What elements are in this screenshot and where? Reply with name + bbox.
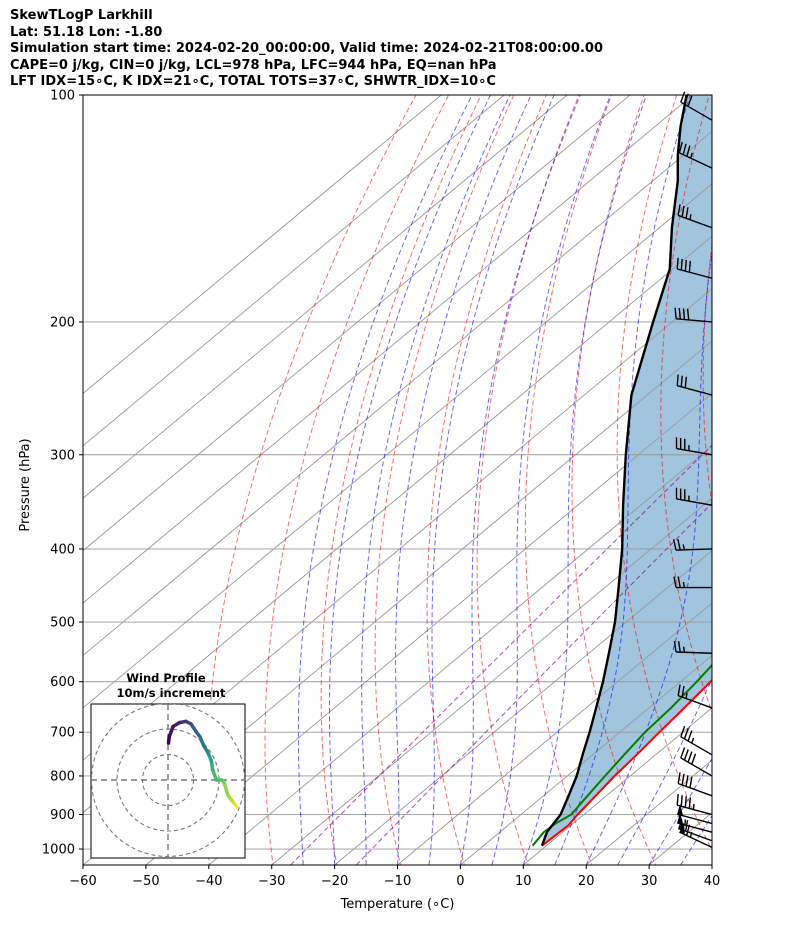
wind-barb <box>677 803 713 825</box>
x-tick-label: 0 <box>456 874 464 889</box>
y-tick-label: 700 <box>50 726 75 741</box>
dry-adiabat <box>426 95 547 865</box>
wind-barb <box>680 91 713 121</box>
dry-adiabat <box>571 95 657 865</box>
wind-profile-subtitle: 10m/s increment <box>117 686 226 700</box>
moist-adiabat <box>522 95 647 865</box>
temperature-line <box>541 678 712 847</box>
chart-title: SkewTLogP Larkhill <box>10 8 153 23</box>
isotherm-line <box>145 392 712 865</box>
wind-barb <box>675 487 713 506</box>
wind-barb <box>680 747 713 777</box>
moist-adiabat <box>428 95 555 865</box>
moist-adiabat <box>459 95 581 865</box>
hodograph-segment <box>210 768 219 782</box>
dry-adiabat <box>205 95 417 865</box>
mixing-ratio-line <box>290 444 712 865</box>
moist-adiabat <box>395 95 532 865</box>
x-tick-label: −20 <box>321 874 348 889</box>
cape-cin-shading <box>542 95 712 846</box>
x-tick-label: 20 <box>578 874 595 889</box>
moist-adiabat <box>711 864 712 865</box>
isotherm-line <box>83 95 568 499</box>
wind-barb <box>672 539 713 551</box>
x-tick-label: 30 <box>641 874 658 889</box>
wind-barb <box>676 257 713 279</box>
wind-barb <box>678 141 713 169</box>
y-tick-label: 200 <box>50 315 75 330</box>
isotherm-line <box>83 183 712 709</box>
isotherm-line <box>83 130 712 657</box>
x-tick-label: 40 <box>704 874 721 889</box>
isotherm-line <box>460 654 712 865</box>
dry-adiabat <box>744 78 794 868</box>
dry-adiabat <box>476 95 580 865</box>
dry-adiabat <box>660 95 712 714</box>
isotherm-line <box>334 550 712 865</box>
dry-adiabat <box>616 95 712 852</box>
wind-barb <box>675 437 713 456</box>
x-tick-label: −50 <box>132 874 159 889</box>
y-tick-label: 800 <box>50 769 75 784</box>
wind-barb <box>676 374 713 396</box>
x-tick-label: 10 <box>515 874 532 889</box>
isotherm-line <box>83 95 631 552</box>
x-axis-label: Temperature (∘C) <box>340 897 455 912</box>
y-tick-label: 600 <box>50 675 75 690</box>
moist-adiabat <box>585 248 712 865</box>
hodograph-segment <box>167 724 175 739</box>
wind-barb <box>677 684 713 709</box>
isotherm-line <box>83 95 694 604</box>
isotherm-line <box>775 95 794 865</box>
wind-barb <box>680 726 713 756</box>
wind-barb <box>677 772 713 797</box>
location-line: Lat: 51.18 Lon: -1.80 <box>10 24 163 40</box>
cape-line: CAPE=0 j/kg, CIN=0 j/kg, LCL=978 hPa, LF… <box>10 57 497 73</box>
hodograph-segment <box>166 734 172 745</box>
x-tick-label: −40 <box>195 874 222 889</box>
moist-adiabat <box>297 95 473 865</box>
isotherm-line <box>83 95 442 395</box>
chart-title-block: SkewTLogP Larkhill Lat: 51.18 Lon: -1.80… <box>10 8 603 91</box>
dry-adiabat <box>784 78 794 868</box>
y-tick-label: 300 <box>50 448 75 463</box>
wind-barb <box>677 812 713 833</box>
y-tick-label: 400 <box>50 542 75 557</box>
dry-adiabat <box>702 241 712 509</box>
isotherm-line <box>711 864 712 865</box>
y-tick-label: 100 <box>50 89 75 104</box>
isotherm-line <box>523 707 712 865</box>
hodograph-segment <box>222 780 230 798</box>
mixing-ratio-line <box>355 502 712 865</box>
y-tick-label: 1000 <box>42 843 75 858</box>
x-tick-label: −30 <box>258 874 285 889</box>
moist-adiabat <box>554 95 691 865</box>
x-tick-label: −60 <box>69 874 96 889</box>
wind-barb <box>674 307 713 323</box>
dry-adiabat <box>374 95 515 865</box>
isotherm-line <box>397 602 712 865</box>
isotherm-line <box>83 95 505 447</box>
index-line: LFT IDX=15∘C, K IDX=21∘C, TOTAL TOTS=37∘… <box>10 74 496 89</box>
wind-barb <box>673 640 713 654</box>
y-axis-label: Pressure (hPa) <box>18 438 33 531</box>
dewpoint-line <box>531 663 712 847</box>
wind-barb <box>677 204 713 229</box>
time-line: Simulation start time: 2024-02-20_00:00:… <box>10 41 603 56</box>
wind-profile-title: Wind Profile <box>126 671 206 685</box>
wind-barb <box>673 576 712 589</box>
parcel-line <box>540 95 688 847</box>
moist-adiabat <box>617 677 712 865</box>
wind-barb <box>676 794 713 816</box>
y-tick-label: 500 <box>50 616 75 631</box>
isotherm-line <box>271 497 712 865</box>
dry-adiabat <box>264 95 450 865</box>
x-tick-label: −10 <box>384 874 411 889</box>
y-tick-label: 900 <box>50 808 75 823</box>
moist-adiabat <box>361 95 511 865</box>
